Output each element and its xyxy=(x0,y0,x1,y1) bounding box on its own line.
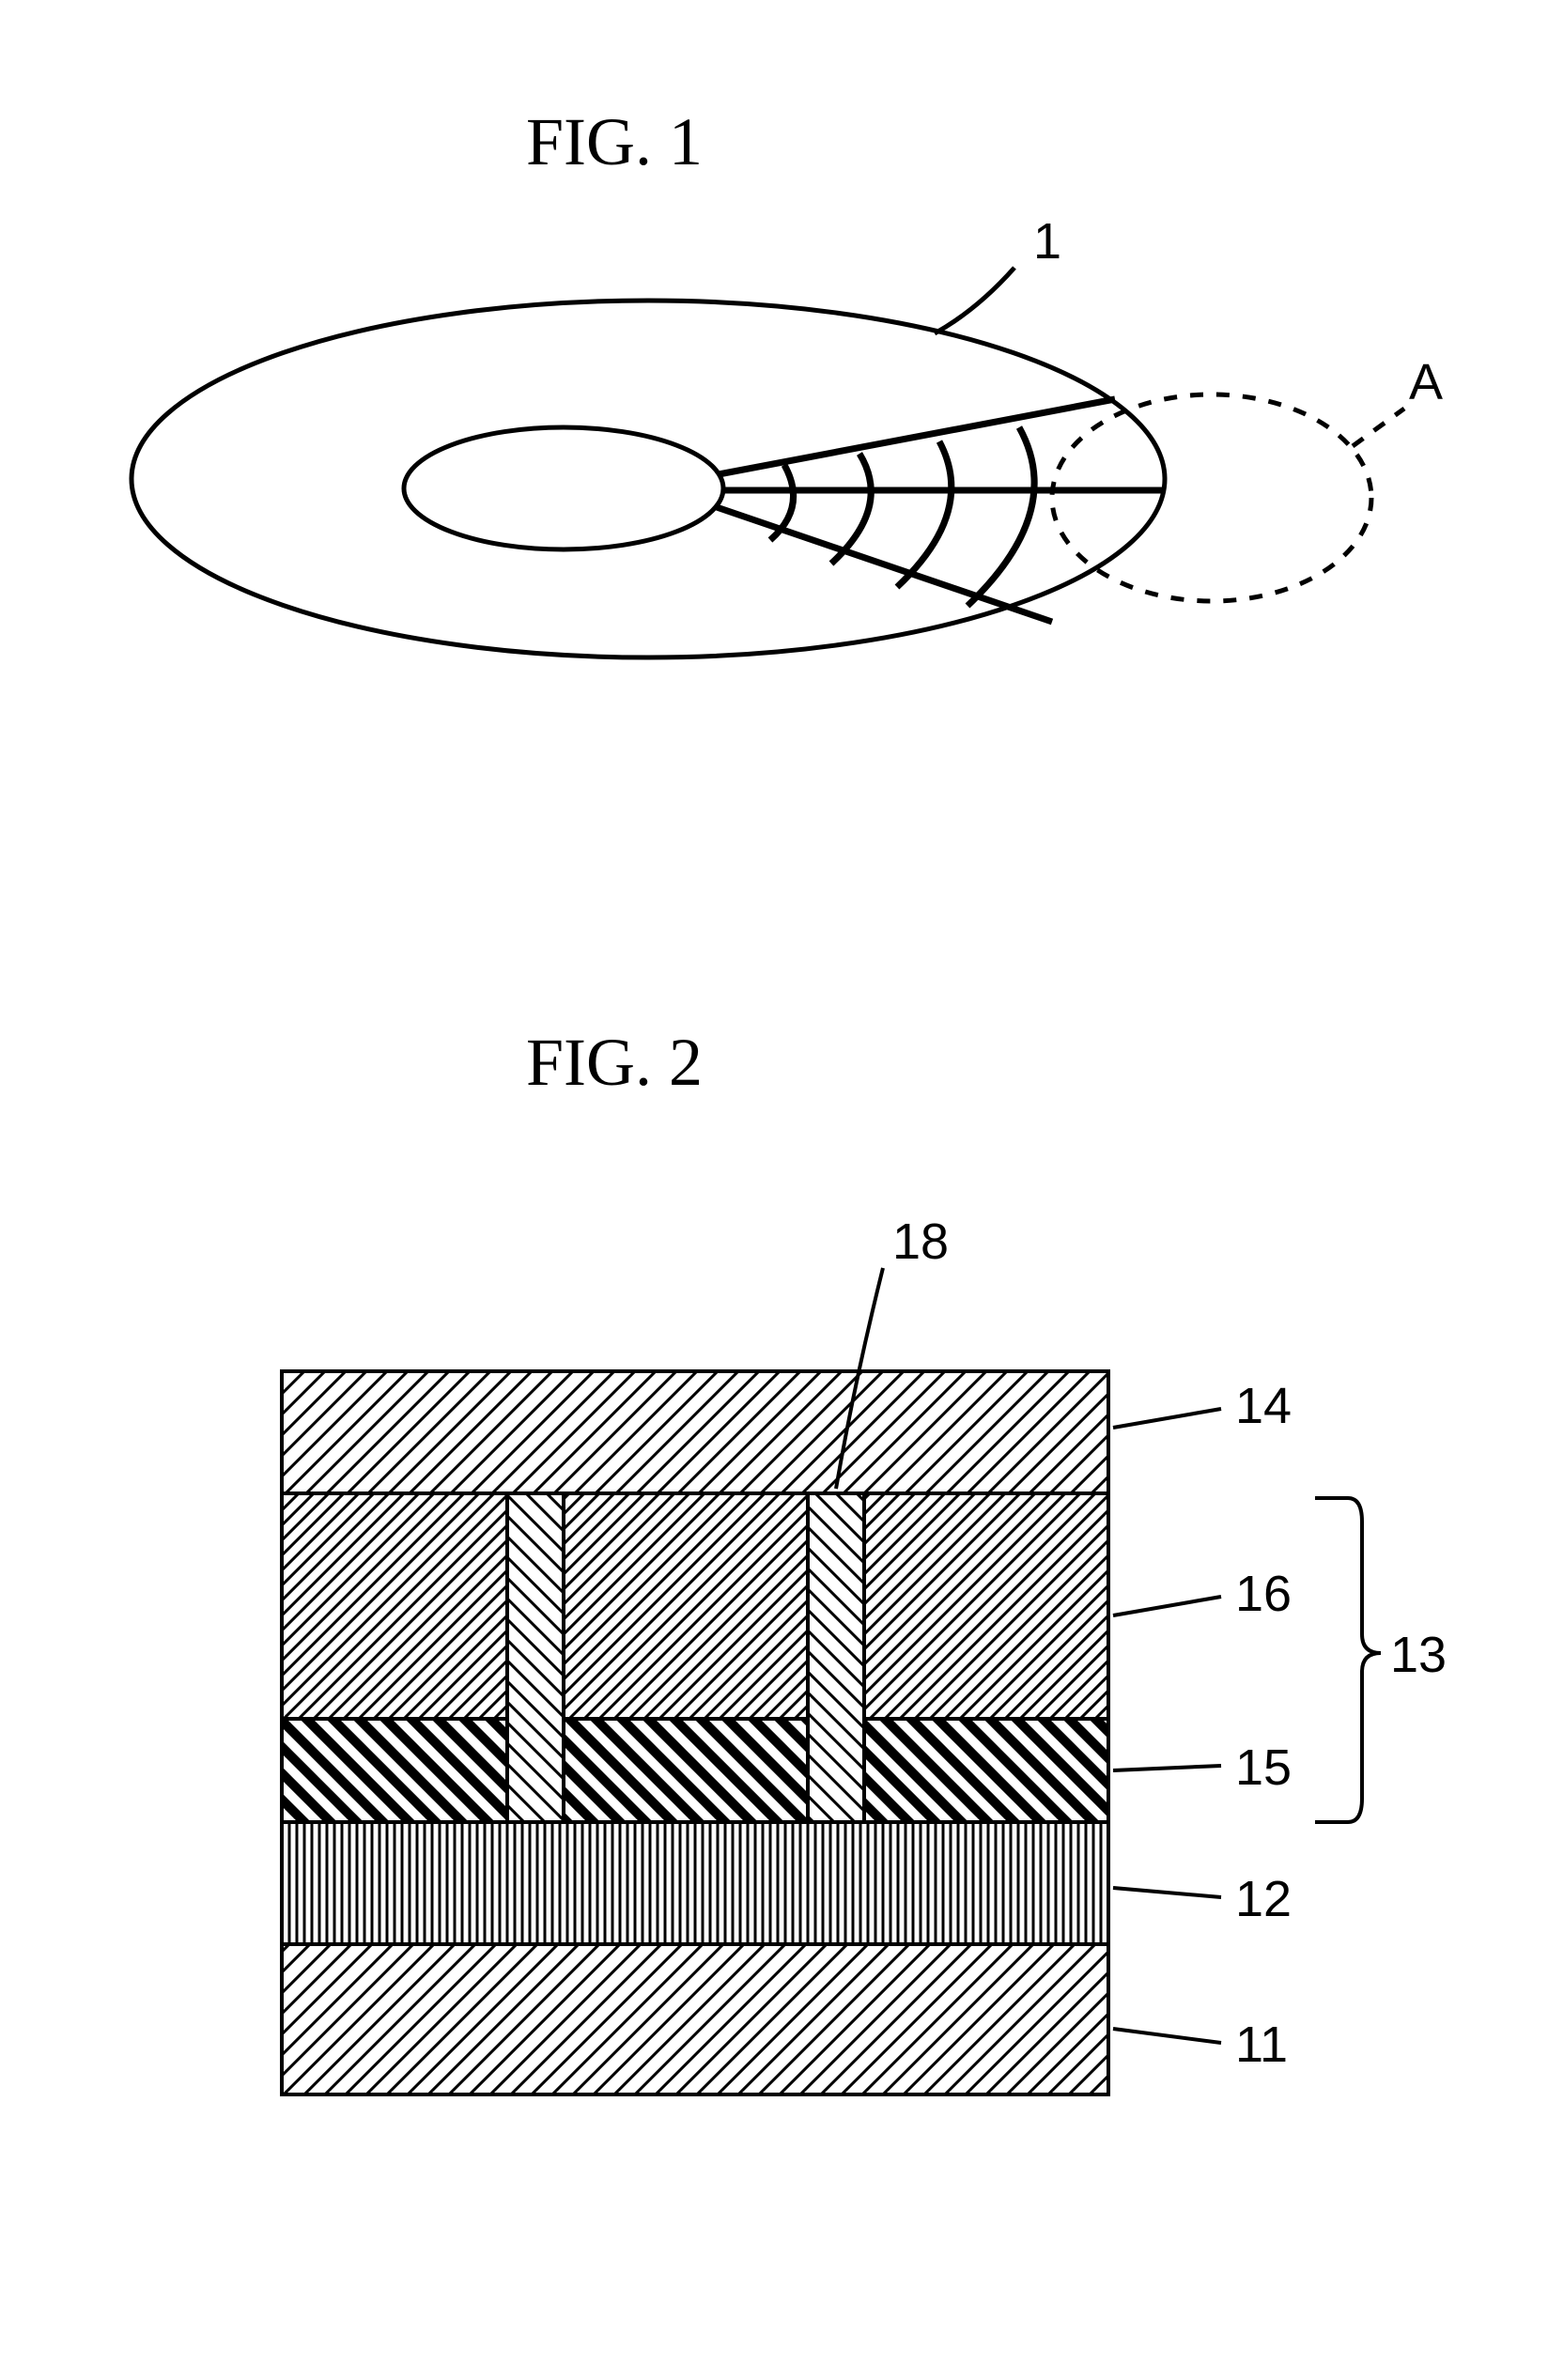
label-1: 1 xyxy=(1033,213,1061,270)
label-16: 16 xyxy=(1235,1566,1292,1622)
fig1-title-text: FIG. 1 xyxy=(526,104,703,179)
layer-16 xyxy=(282,1493,1108,1719)
layer-11 xyxy=(282,1944,1108,2094)
fig1-diagram: 1 A xyxy=(94,207,1454,770)
fig2-layer-stack xyxy=(282,1371,1108,2094)
label-11: 11 xyxy=(1235,2017,1288,2073)
label-14: 14 xyxy=(1235,1378,1292,1434)
leader-line-a xyxy=(1353,409,1404,446)
fig2-title-text: FIG. 2 xyxy=(526,1025,703,1100)
disc-sector xyxy=(717,399,1165,622)
fig2-title: FIG. 2 xyxy=(526,1024,703,1102)
label-18: 18 xyxy=(892,1213,949,1270)
region-a-ellipse xyxy=(1052,394,1371,601)
label-15: 15 xyxy=(1235,1739,1292,1796)
label-12: 12 xyxy=(1235,1871,1292,1927)
leader-line-1 xyxy=(935,268,1014,333)
layer-14 xyxy=(282,1371,1108,1493)
column-18-right xyxy=(808,1493,864,1822)
label-13: 13 xyxy=(1390,1627,1447,1683)
disc-inner xyxy=(404,427,723,549)
label-a: A xyxy=(1409,354,1443,410)
layer-12 xyxy=(282,1822,1108,1944)
layer-15 xyxy=(282,1719,1108,1822)
fig1-title: FIG. 1 xyxy=(526,103,703,181)
column-18-left xyxy=(507,1493,564,1822)
fig2-diagram: 18 14 16 13 15 12 11 xyxy=(75,1146,1473,2198)
